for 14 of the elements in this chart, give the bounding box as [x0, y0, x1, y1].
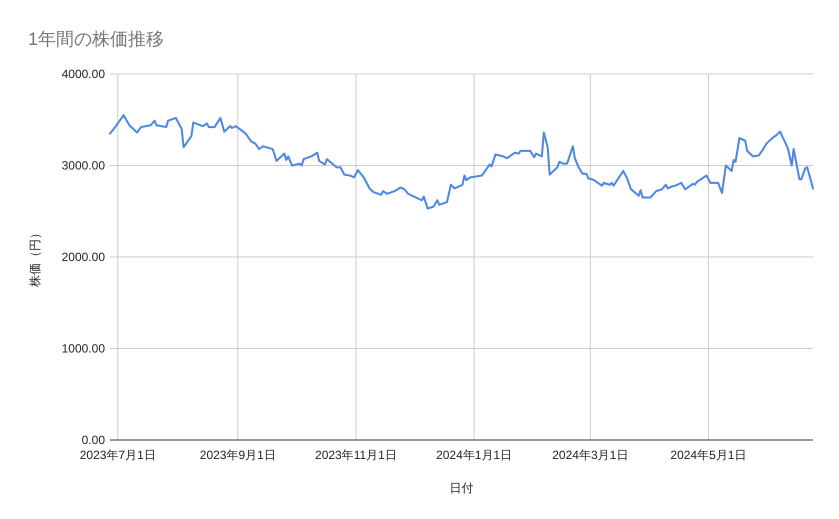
chart-title: 1年間の株価推移 — [28, 29, 164, 49]
y-tick-label: 0.00 — [82, 433, 106, 447]
x-tick-label: 2023年7月1日 — [80, 448, 156, 462]
y-tick-label: 1000.00 — [62, 342, 106, 356]
x-tick-label: 2024年1月1日 — [436, 448, 512, 462]
x-tick-label: 2024年3月1日 — [552, 448, 628, 462]
x-tick-label: 2023年11月1日 — [315, 448, 397, 462]
x-tick-label: 2023年9月1日 — [200, 448, 276, 462]
y-axis-title: 株価（円） — [28, 227, 42, 288]
x-axis-title: 日付 — [450, 481, 474, 495]
x-tick-label: 2024年5月1日 — [670, 448, 746, 462]
y-tick-label: 3000.00 — [62, 158, 106, 172]
y-tick-label: 4000.00 — [62, 67, 106, 81]
y-tick-label: 2000.00 — [62, 250, 106, 264]
